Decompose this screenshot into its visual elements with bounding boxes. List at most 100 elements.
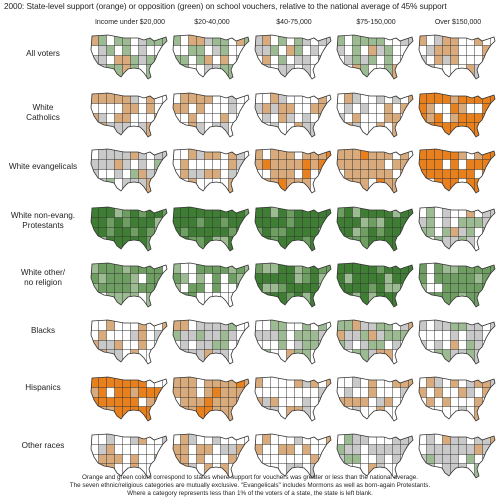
state-region — [450, 113, 459, 123]
state-region — [154, 217, 163, 228]
state-region — [368, 159, 377, 170]
state-region — [106, 113, 115, 123]
state-region — [368, 434, 377, 445]
state-region — [212, 349, 221, 364]
state-region — [114, 55, 123, 65]
state-region — [154, 35, 163, 46]
state-region — [337, 330, 345, 341]
state-region — [474, 217, 483, 228]
us-state-map — [88, 145, 172, 197]
state-region — [262, 45, 271, 56]
state-region — [130, 149, 139, 160]
us-state-map — [170, 316, 254, 368]
state-region — [196, 45, 205, 56]
state-region — [212, 263, 221, 274]
state-region — [196, 55, 205, 65]
state-region — [114, 217, 123, 228]
state-region — [91, 387, 99, 398]
state-region — [384, 236, 393, 251]
state-region — [408, 35, 413, 46]
state-region — [196, 454, 205, 464]
state-region — [400, 349, 409, 364]
state-region — [196, 169, 205, 179]
state-region — [419, 122, 427, 137]
state-region — [130, 169, 139, 179]
state-region — [188, 93, 197, 104]
state-region — [138, 434, 147, 445]
state-region — [376, 178, 385, 193]
state-region — [146, 113, 155, 123]
state-region — [130, 103, 139, 114]
state-region — [122, 169, 131, 179]
state-region — [408, 93, 413, 104]
state-region — [426, 454, 435, 464]
state-region — [196, 320, 205, 331]
state-region — [360, 227, 369, 237]
state-region — [228, 263, 237, 274]
country-outline — [336, 319, 414, 365]
state-region — [426, 444, 435, 455]
state-region — [255, 263, 263, 274]
us-state-map — [416, 145, 500, 197]
state-region — [458, 149, 467, 160]
state-region — [426, 397, 435, 407]
state-region — [220, 397, 229, 407]
state-region — [466, 35, 475, 46]
state-region — [490, 397, 495, 407]
state-region — [228, 227, 237, 237]
state-region — [384, 159, 393, 170]
state-region — [122, 330, 131, 341]
us-state-map — [170, 89, 254, 141]
state-region — [294, 45, 303, 56]
state-region — [262, 55, 271, 65]
state-region — [220, 444, 229, 455]
state-region — [98, 444, 107, 455]
state-region — [318, 55, 327, 65]
state-region — [154, 236, 163, 251]
state-region — [180, 377, 189, 388]
country-outline — [172, 262, 250, 308]
us-state-map — [416, 430, 500, 482]
country-outline — [418, 206, 496, 252]
state-region — [419, 444, 427, 455]
state-region — [392, 55, 401, 65]
state-region — [458, 122, 467, 137]
state-region — [466, 406, 475, 421]
state-region — [302, 320, 311, 331]
state-region — [262, 397, 271, 407]
state-region — [196, 340, 205, 350]
state-region — [302, 387, 311, 398]
state-region — [466, 93, 475, 104]
state-region — [400, 149, 409, 160]
state-region — [344, 35, 353, 46]
state-region — [228, 454, 237, 464]
state-region — [376, 103, 385, 114]
state-region — [400, 159, 409, 170]
state-region — [204, 93, 213, 104]
state-region — [474, 434, 483, 445]
state-region — [212, 444, 221, 455]
state-region — [360, 64, 369, 79]
state-region — [466, 55, 475, 65]
state-region — [114, 349, 123, 364]
state-region — [442, 45, 451, 56]
state-region — [434, 434, 443, 445]
state-region — [310, 217, 319, 228]
state-region — [154, 45, 163, 56]
state-region — [310, 283, 319, 293]
state-region — [154, 387, 163, 398]
state-region — [146, 434, 155, 445]
state-region — [138, 178, 147, 193]
state-region — [302, 273, 311, 284]
state-region — [173, 207, 181, 218]
state-region — [122, 35, 131, 46]
state-region — [392, 159, 401, 170]
state-region — [368, 387, 377, 398]
state-region — [344, 377, 353, 388]
state-region — [270, 340, 279, 350]
state-region — [482, 113, 491, 123]
state-region — [474, 45, 483, 56]
state-region — [278, 330, 287, 341]
state-region — [310, 340, 319, 350]
state-region — [318, 159, 327, 170]
